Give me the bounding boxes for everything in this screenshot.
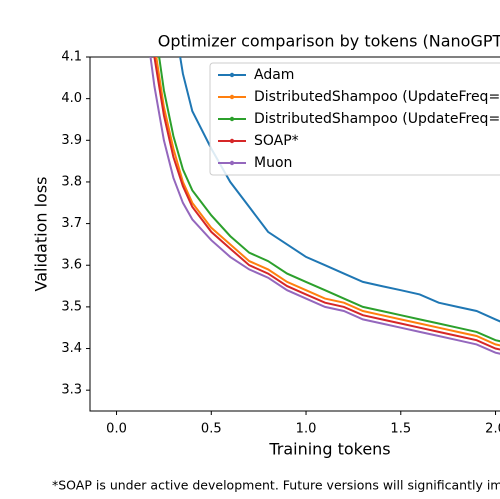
legend-box — [209, 62, 500, 176]
y-tick-label: 4.1 — [61, 50, 82, 65]
plot-frame — [89, 56, 500, 412]
y-tick-label: 3.7 — [61, 216, 82, 231]
legend-label: DistributedShampoo (UpdateFreq= — [254, 89, 500, 105]
chart-title: Optimizer comparison by tokens (NanoGPT — [158, 32, 500, 51]
x-tick-label: 1.0 — [296, 422, 317, 437]
legend-label: Muon — [254, 155, 292, 171]
y-tick-label: 3.3 — [61, 383, 82, 398]
x-tick-label: 2.0 — [485, 422, 500, 437]
legend-marker — [229, 72, 235, 78]
y-axis-label: Validation loss — [32, 177, 51, 292]
x-axis-label: Training tokens — [268, 440, 390, 459]
x-tick-label: 0.5 — [201, 422, 222, 437]
legend-marker — [229, 138, 235, 144]
legend-marker — [229, 160, 235, 166]
series-line — [155, 57, 500, 347]
plot-area — [149, 57, 500, 355]
y-tick-label: 3.9 — [61, 133, 82, 148]
legend-marker — [229, 94, 235, 100]
series-line — [158, 57, 500, 343]
series-line — [153, 57, 500, 351]
x-tick-label: 1.5 — [390, 422, 411, 437]
series-line — [149, 57, 500, 355]
legend-label: DistributedShampoo (UpdateFreq= — [254, 111, 500, 127]
y-tick-label: 4.0 — [61, 91, 82, 106]
x-tick-label: 0.0 — [106, 422, 127, 437]
footnote: *SOAP is under active development. Futur… — [52, 478, 500, 493]
series-line — [179, 57, 500, 323]
y-tick-label: 3.6 — [61, 258, 82, 273]
legend-marker — [229, 116, 235, 122]
legend-label: SOAP* — [254, 133, 299, 149]
legend-label: Adam — [254, 67, 294, 83]
y-tick-label: 3.5 — [61, 299, 82, 314]
y-tick-label: 3.4 — [61, 341, 82, 356]
y-tick-label: 3.8 — [61, 174, 82, 189]
